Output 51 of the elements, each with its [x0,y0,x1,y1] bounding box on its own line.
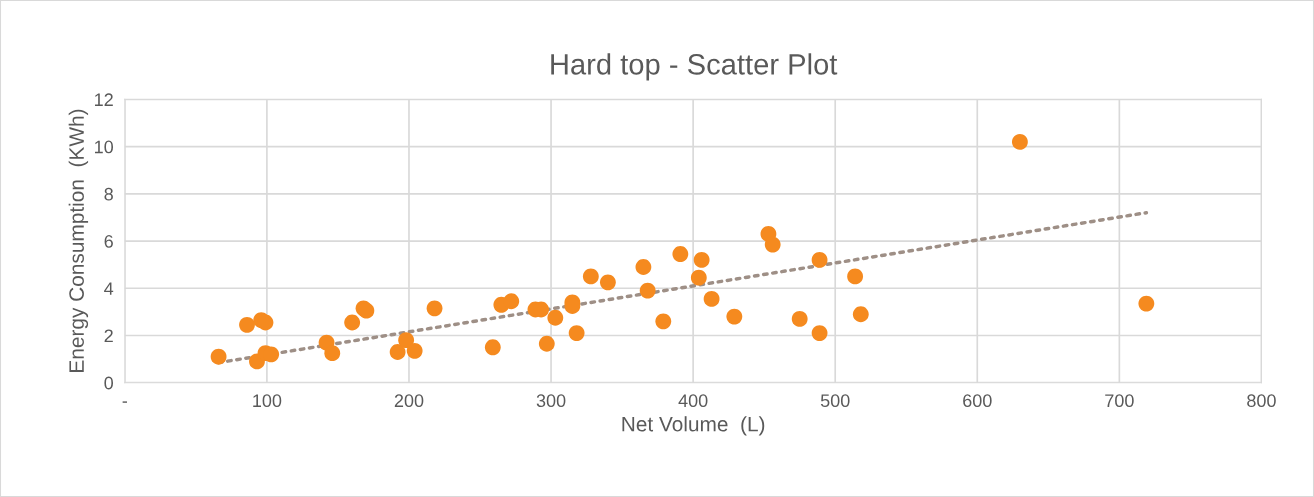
point [726,308,743,325]
point [257,314,274,331]
x-tick-label: - [122,401,128,403]
y-tick-label: 2 [104,329,113,343]
point [324,345,341,362]
x-tick-label: 300 [536,394,566,408]
point [538,335,555,352]
x-tick-label: 700 [1105,394,1134,408]
x-tick-label: 100 [253,394,282,408]
x-tick-label: 600 [963,394,992,408]
point [703,290,720,307]
y-tick-label: 12 [95,93,113,106]
y-tick-label: 6 [104,234,113,248]
point [389,344,406,360]
point [426,300,443,317]
chart-title: Hard top - Scatter Plot [551,53,838,81]
point [672,246,689,262]
point [568,325,585,342]
point [599,274,616,291]
point [210,348,227,365]
point [811,325,828,342]
y-tick-label: 0 [104,376,114,390]
x-tick-label: 800 [1247,394,1276,408]
point [344,314,361,331]
point [635,259,652,275]
point [693,252,710,268]
point [852,306,869,323]
point [811,252,828,268]
y-axis-title: Energy Consumption (KWh) [68,109,89,372]
point [547,309,564,326]
point [690,269,707,286]
point [847,268,864,285]
x-tick-label: 500 [820,394,850,408]
x-tick-label: 400 [678,394,708,408]
point [239,316,255,333]
point [655,313,672,330]
y-tick-label: 10 [95,140,114,154]
x-axis-title: Net Volume (L) [622,416,765,436]
x-tick-label: 200 [394,394,424,408]
point [582,268,599,285]
point [484,339,501,356]
y-tick-label: 4 [104,282,114,295]
point [639,282,656,299]
y-tick-label: 8 [104,187,113,201]
point [1011,133,1028,150]
point [1138,295,1155,312]
point [398,332,415,349]
point [764,236,781,253]
point [791,311,808,327]
point [503,293,520,310]
point [406,342,423,359]
